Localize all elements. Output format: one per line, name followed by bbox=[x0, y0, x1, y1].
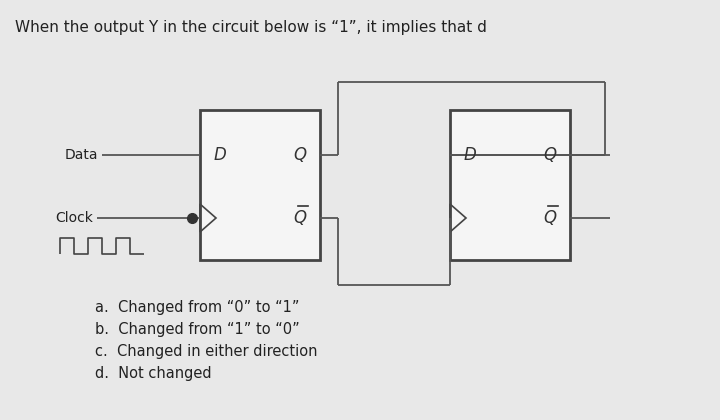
Text: D: D bbox=[214, 146, 227, 164]
Text: Q: Q bbox=[293, 209, 306, 227]
Bar bbox=[450, 110, 570, 260]
Bar bbox=[200, 110, 320, 260]
Text: D: D bbox=[464, 146, 477, 164]
Text: a.  Changed from “0” to “1”: a. Changed from “0” to “1” bbox=[95, 300, 300, 315]
Text: Clock: Clock bbox=[55, 211, 93, 225]
Text: d.  Not changed: d. Not changed bbox=[95, 366, 212, 381]
Text: Data: Data bbox=[65, 148, 98, 162]
Text: c.  Changed in either direction: c. Changed in either direction bbox=[95, 344, 318, 359]
Text: Q: Q bbox=[543, 209, 556, 227]
Text: b.  Changed from “1” to “0”: b. Changed from “1” to “0” bbox=[95, 322, 300, 337]
Text: Q: Q bbox=[543, 146, 556, 164]
Text: When the output Y in the circuit below is “1”, it implies that d: When the output Y in the circuit below i… bbox=[15, 20, 487, 35]
Text: Q: Q bbox=[293, 146, 306, 164]
